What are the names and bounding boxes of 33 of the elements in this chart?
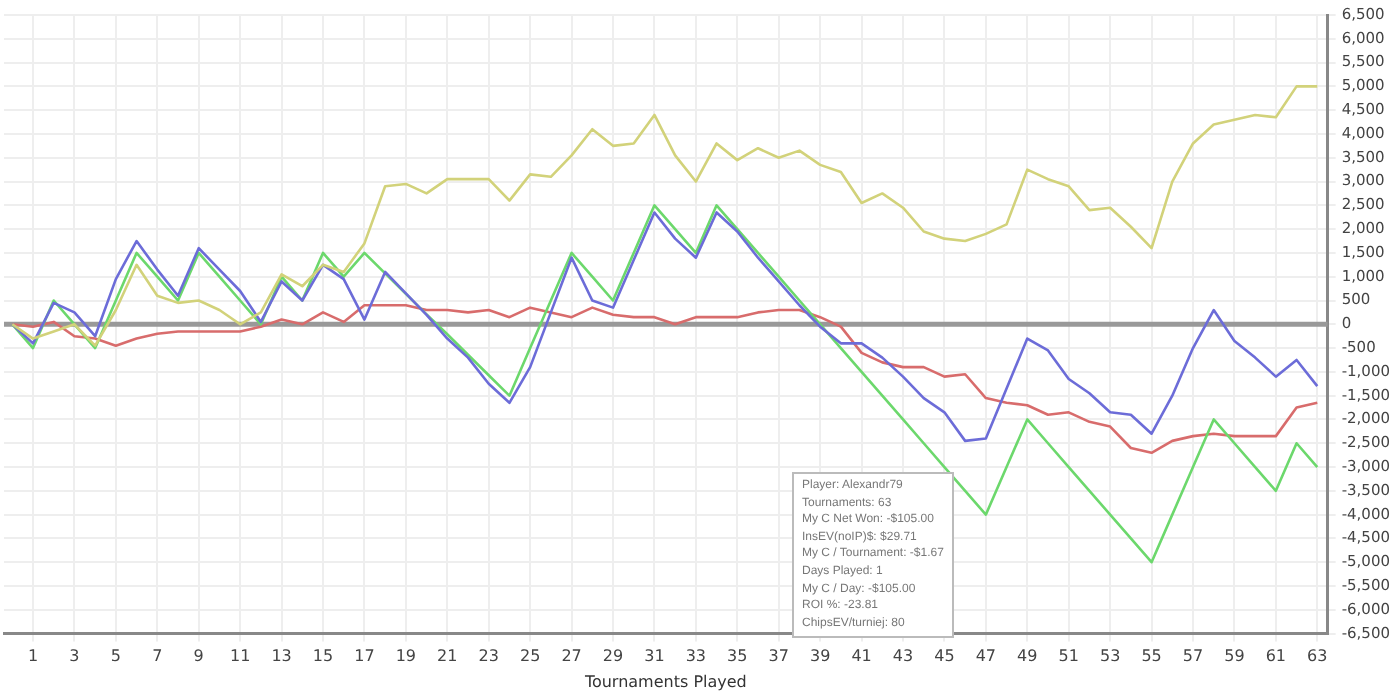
x-tick-label: 9 [193, 647, 204, 666]
x-tick-label: 39 [809, 647, 831, 666]
x-tick-label: 41 [851, 647, 872, 666]
x-tick-label: 45 [934, 647, 955, 666]
x-tick-label: 57 [1182, 647, 1204, 666]
x-tick-label: 63 [1307, 647, 1328, 666]
x-tick-label: 1 [27, 647, 39, 666]
x-tick-label: 29 [602, 647, 624, 666]
x-tick-label: 59 [1224, 647, 1245, 666]
x-tick-label: 11 [229, 647, 251, 666]
x-tick-label: 27 [561, 647, 582, 666]
x-tick-label: 25 [519, 647, 541, 666]
x-tick-label: 33 [685, 647, 707, 666]
x-tick-label: 61 [1265, 647, 1287, 666]
x-tick-label: 55 [1141, 647, 1162, 666]
x-tick-label: 51 [1058, 647, 1079, 666]
x-tick-label: 49 [1017, 647, 1038, 666]
x-tick-label: 31 [644, 647, 665, 666]
x-tick-label: 43 [892, 647, 914, 666]
x-axis-title: Tournaments Played [582, 672, 747, 691]
x-tick-label: 17 [354, 647, 375, 666]
x-tick-label: 47 [975, 647, 997, 666]
x-tick-label: 15 [312, 647, 334, 666]
x-tick-label: 35 [727, 647, 748, 666]
x-tick-label: 37 [768, 647, 789, 666]
x-tick-label: 53 [1099, 647, 1121, 666]
x-tick-label: 13 [271, 647, 292, 666]
x-tick-label: 5 [110, 647, 121, 666]
x-tick-label: 19 [395, 647, 417, 666]
x-tick-label: 21 [437, 647, 458, 666]
x-tick-label: 7 [152, 647, 163, 666]
x-tick-label: 23 [478, 647, 499, 666]
x-tick-label: 3 [69, 647, 80, 666]
